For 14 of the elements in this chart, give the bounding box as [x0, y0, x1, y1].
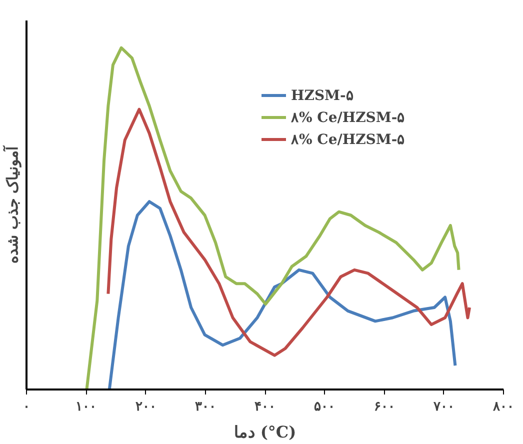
x-axis-title: دما (°C) — [234, 422, 296, 442]
x-tick-label: ۱۰۰ — [76, 400, 97, 414]
legend-label: HZSM-۵ — [291, 86, 354, 104]
legend-label: ۸% Ce/HZSM-۵ — [291, 130, 406, 148]
x-tick-label: ۷۰۰ — [432, 400, 454, 414]
x-tick-label: ۸۰۰ — [492, 400, 514, 414]
x-tick-label: ۴۰۰ — [254, 400, 276, 414]
x-tick-label: ۵۰۰ — [314, 400, 336, 414]
x-tick-label: ۳۰۰ — [194, 400, 216, 414]
legend-label: ۸% Ce/HZSM-۵ — [291, 108, 406, 126]
x-tick-label: ۰ — [23, 400, 30, 414]
x-tick-label: ۲۰۰ — [135, 400, 156, 414]
x-tick-label: ۶۰۰ — [374, 400, 395, 414]
y-axis-title: آمونیاک جذب شده — [2, 144, 22, 264]
